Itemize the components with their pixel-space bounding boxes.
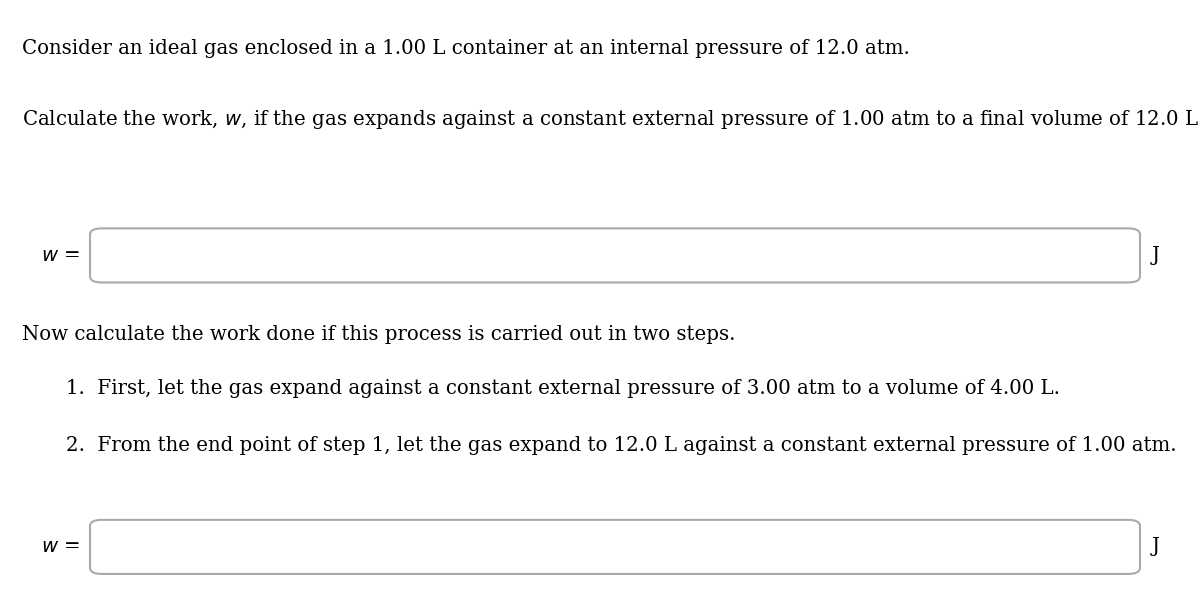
Text: Calculate the work, $w$, if the gas expands against a constant external pressure: Calculate the work, $w$, if the gas expa… [22, 108, 1200, 131]
Text: Now calculate the work done if this process is carried out in two steps.: Now calculate the work done if this proc… [22, 325, 736, 344]
Text: J: J [1152, 246, 1160, 265]
FancyBboxPatch shape [90, 520, 1140, 574]
Text: $w$ =: $w$ = [42, 537, 80, 557]
FancyBboxPatch shape [90, 228, 1140, 282]
Text: J: J [1152, 537, 1160, 557]
Text: 2.  From the end point of step 1, let the gas expand to 12.0 L against a constan: 2. From the end point of step 1, let the… [66, 436, 1177, 455]
Text: 1.  First, let the gas expand against a constant external pressure of 3.00 atm t: 1. First, let the gas expand against a c… [66, 379, 1060, 398]
Text: Consider an ideal gas enclosed in a 1.00 L container at an internal pressure of : Consider an ideal gas enclosed in a 1.00… [22, 39, 910, 58]
Text: $w$ =: $w$ = [42, 246, 80, 265]
